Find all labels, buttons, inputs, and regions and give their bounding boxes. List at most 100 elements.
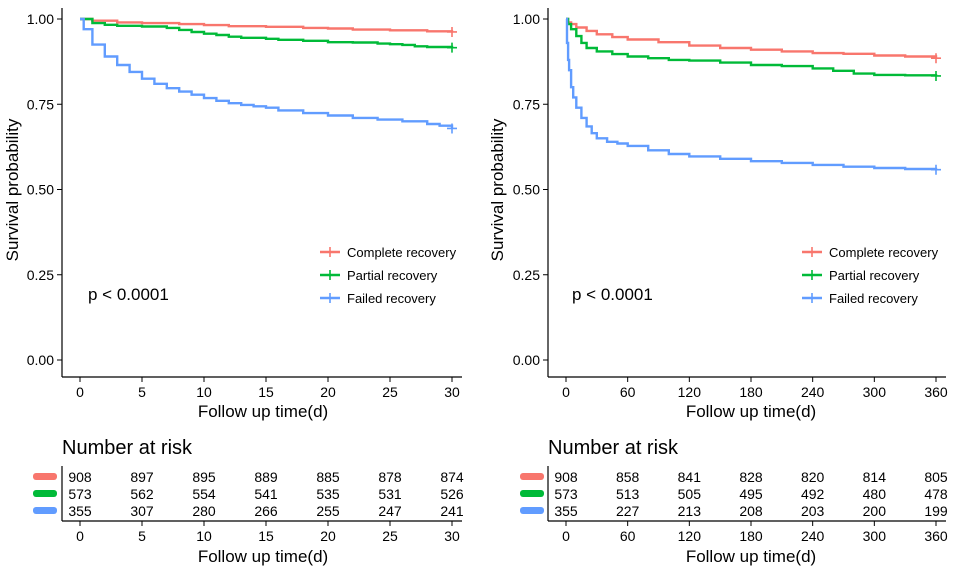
x-tick-label: 360 [924,384,948,400]
risk-count: 874 [440,469,464,485]
p-value-label: p < 0.0001 [572,285,653,304]
survival-curve-partial [566,17,938,77]
x-tick-label: 25 [382,384,398,400]
risk-count: 554 [192,486,216,502]
risk-count: 562 [130,486,154,502]
x-tick-label: 240 [801,384,825,400]
risk-table-x-title: Follow up time(d) [198,547,328,566]
x-tick-label: 300 [863,384,887,400]
censor-mark-complete [447,26,457,37]
risk-x-tick-label: 25 [382,528,398,544]
legend-label: Partial recovery [829,268,920,283]
risk-count: 535 [316,486,340,502]
risk-count: 895 [192,469,216,485]
risk-x-tick-label: 15 [258,528,274,544]
risk-count: 355 [554,503,578,519]
censor-mark-failed [931,164,941,175]
risk-row-key-complete [33,473,57,480]
risk-count: 526 [440,486,464,502]
survival-curve-failed [565,17,938,171]
risk-table-title: Number at risk [548,437,679,459]
risk-count: 908 [554,469,578,485]
risk-count: 480 [863,486,887,502]
risk-x-tick-label: 10 [196,528,212,544]
risk-count: 573 [554,486,578,502]
survival-curve-failed [80,17,454,129]
y-tick-label: 0.50 [513,182,540,198]
risk-x-tick-label: 180 [739,528,763,544]
risk-row-key-complete [520,473,544,480]
risk-x-tick-label: 300 [863,528,887,544]
risk-table-title: Number at risk [62,437,193,459]
censor-mark-partial [931,70,941,81]
risk-count: 200 [863,503,887,519]
risk-count: 199 [924,503,948,519]
risk-count: 307 [130,503,154,519]
risk-count: 478 [924,486,948,502]
y-tick-label: 0.25 [27,267,54,283]
x-axis-title: Follow up time(d) [198,402,328,421]
risk-row-key-failed [33,507,57,514]
y-tick-label: 1.00 [27,11,54,27]
x-tick-label: 120 [678,384,702,400]
risk-count: 213 [678,503,702,519]
risk-count: 531 [378,486,402,502]
y-tick-label: 0.25 [513,267,540,283]
right-survival-panel: 0.00 0.25 0.50 0.75 1.00 0 60 120 180 240 300 360 Fo… [488,8,948,566]
censor-mark-complete [931,53,941,64]
y-tick-label: 0.00 [27,352,54,368]
risk-count: 897 [130,469,154,485]
risk-count: 828 [739,469,763,485]
risk-count: 280 [192,503,216,519]
risk-count: 858 [616,469,640,485]
p-value-label: p < 0.0001 [88,285,169,304]
x-tick-label: 30 [444,384,460,400]
y-tick-label: 0.75 [513,96,540,112]
risk-x-tick-label: 120 [678,528,702,544]
risk-count: 878 [378,469,402,485]
x-tick-label: 10 [196,384,212,400]
y-axis-title: Survival probability [488,118,507,261]
x-tick-label: 15 [258,384,274,400]
risk-count: 889 [254,469,278,485]
risk-row-key-partial [33,490,57,497]
risk-count: 495 [739,486,763,502]
risk-x-tick-label: 240 [801,528,825,544]
risk-count: 841 [678,469,702,485]
risk-count: 203 [801,503,825,519]
legend-label: Partial recovery [347,268,438,283]
risk-x-tick-label: 5 [138,528,146,544]
risk-count: 227 [616,503,640,519]
risk-count: 814 [863,469,887,485]
y-tick-label: 0.00 [513,352,540,368]
legend-label: Failed recovery [829,291,918,306]
risk-count: 355 [68,503,92,519]
risk-count: 255 [316,503,340,519]
risk-count: 208 [739,503,763,519]
risk-count: 820 [801,469,825,485]
survival-curve-partial [80,17,454,49]
x-tick-label: 5 [138,384,146,400]
risk-count: 541 [254,486,278,502]
risk-row-key-failed [520,507,544,514]
survival-curve-complete [80,17,454,33]
risk-row-key-partial [520,490,544,497]
legend-label: Failed recovery [347,291,436,306]
x-tick-label: 60 [620,384,636,400]
risk-table-x-title: Follow up time(d) [686,547,816,566]
risk-count: 247 [378,503,402,519]
risk-x-tick-label: 60 [620,528,636,544]
y-axis-title: Survival probability [3,118,22,261]
legend-label: Complete recovery [829,245,939,260]
y-tick-label: 0.75 [27,96,54,112]
y-tick-label: 1.00 [513,11,540,27]
legend-label: Complete recovery [347,245,457,260]
censor-mark-partial [447,42,457,53]
x-tick-label: 0 [562,384,570,400]
y-tick-label: 0.50 [27,182,54,198]
x-axis-title: Follow up time(d) [686,402,816,421]
risk-count: 241 [440,503,464,519]
x-tick-label: 0 [76,384,84,400]
x-tick-label: 180 [739,384,763,400]
